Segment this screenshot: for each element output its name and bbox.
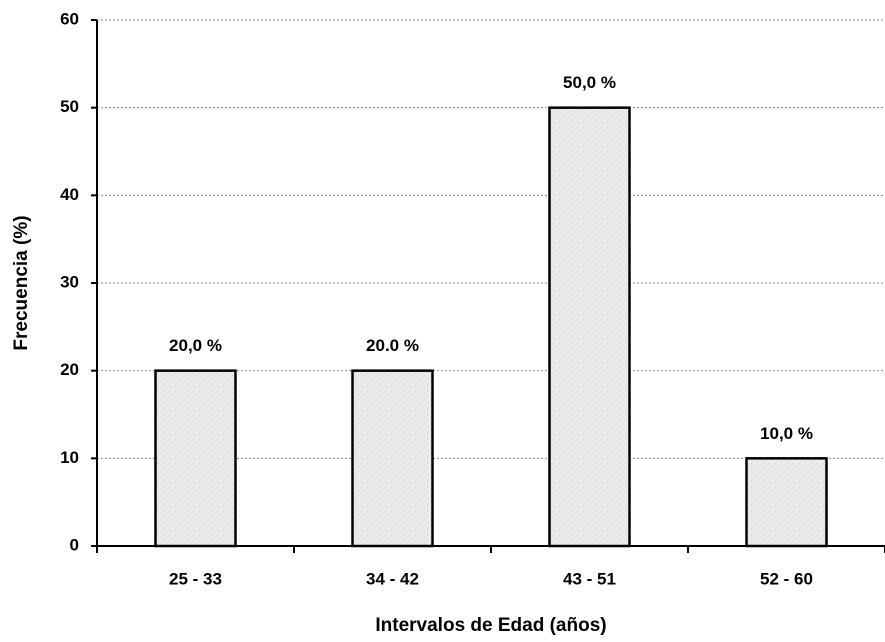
bar xyxy=(154,369,237,548)
x-tick-label: 43 - 51 xyxy=(563,569,616,588)
bar xyxy=(351,369,434,548)
y-tick-label: 20 xyxy=(60,360,79,379)
value-label: 20,0 % xyxy=(169,336,222,355)
y-tick-label: 30 xyxy=(60,272,79,291)
value-label: 20.0 % xyxy=(366,336,419,355)
bar xyxy=(548,106,631,548)
bar xyxy=(745,457,828,548)
x-tick-label: 25 - 33 xyxy=(169,569,222,588)
x-tick-label: 34 - 42 xyxy=(366,569,419,588)
y-tick-label: 50 xyxy=(60,97,79,116)
y-tick-label: 0 xyxy=(70,535,79,554)
value-label: 10,0 % xyxy=(760,424,813,443)
y-tick-label: 10 xyxy=(60,448,79,467)
value-label: 50,0 % xyxy=(563,73,616,92)
x-tick-label: 52 - 60 xyxy=(760,569,813,588)
y-axis-title: Frecuencia (%) xyxy=(11,215,32,350)
y-tick-label: 40 xyxy=(60,185,79,204)
y-tick-label: 60 xyxy=(60,9,79,28)
x-axis-title: Intervalos de Edad (años) xyxy=(375,615,606,636)
